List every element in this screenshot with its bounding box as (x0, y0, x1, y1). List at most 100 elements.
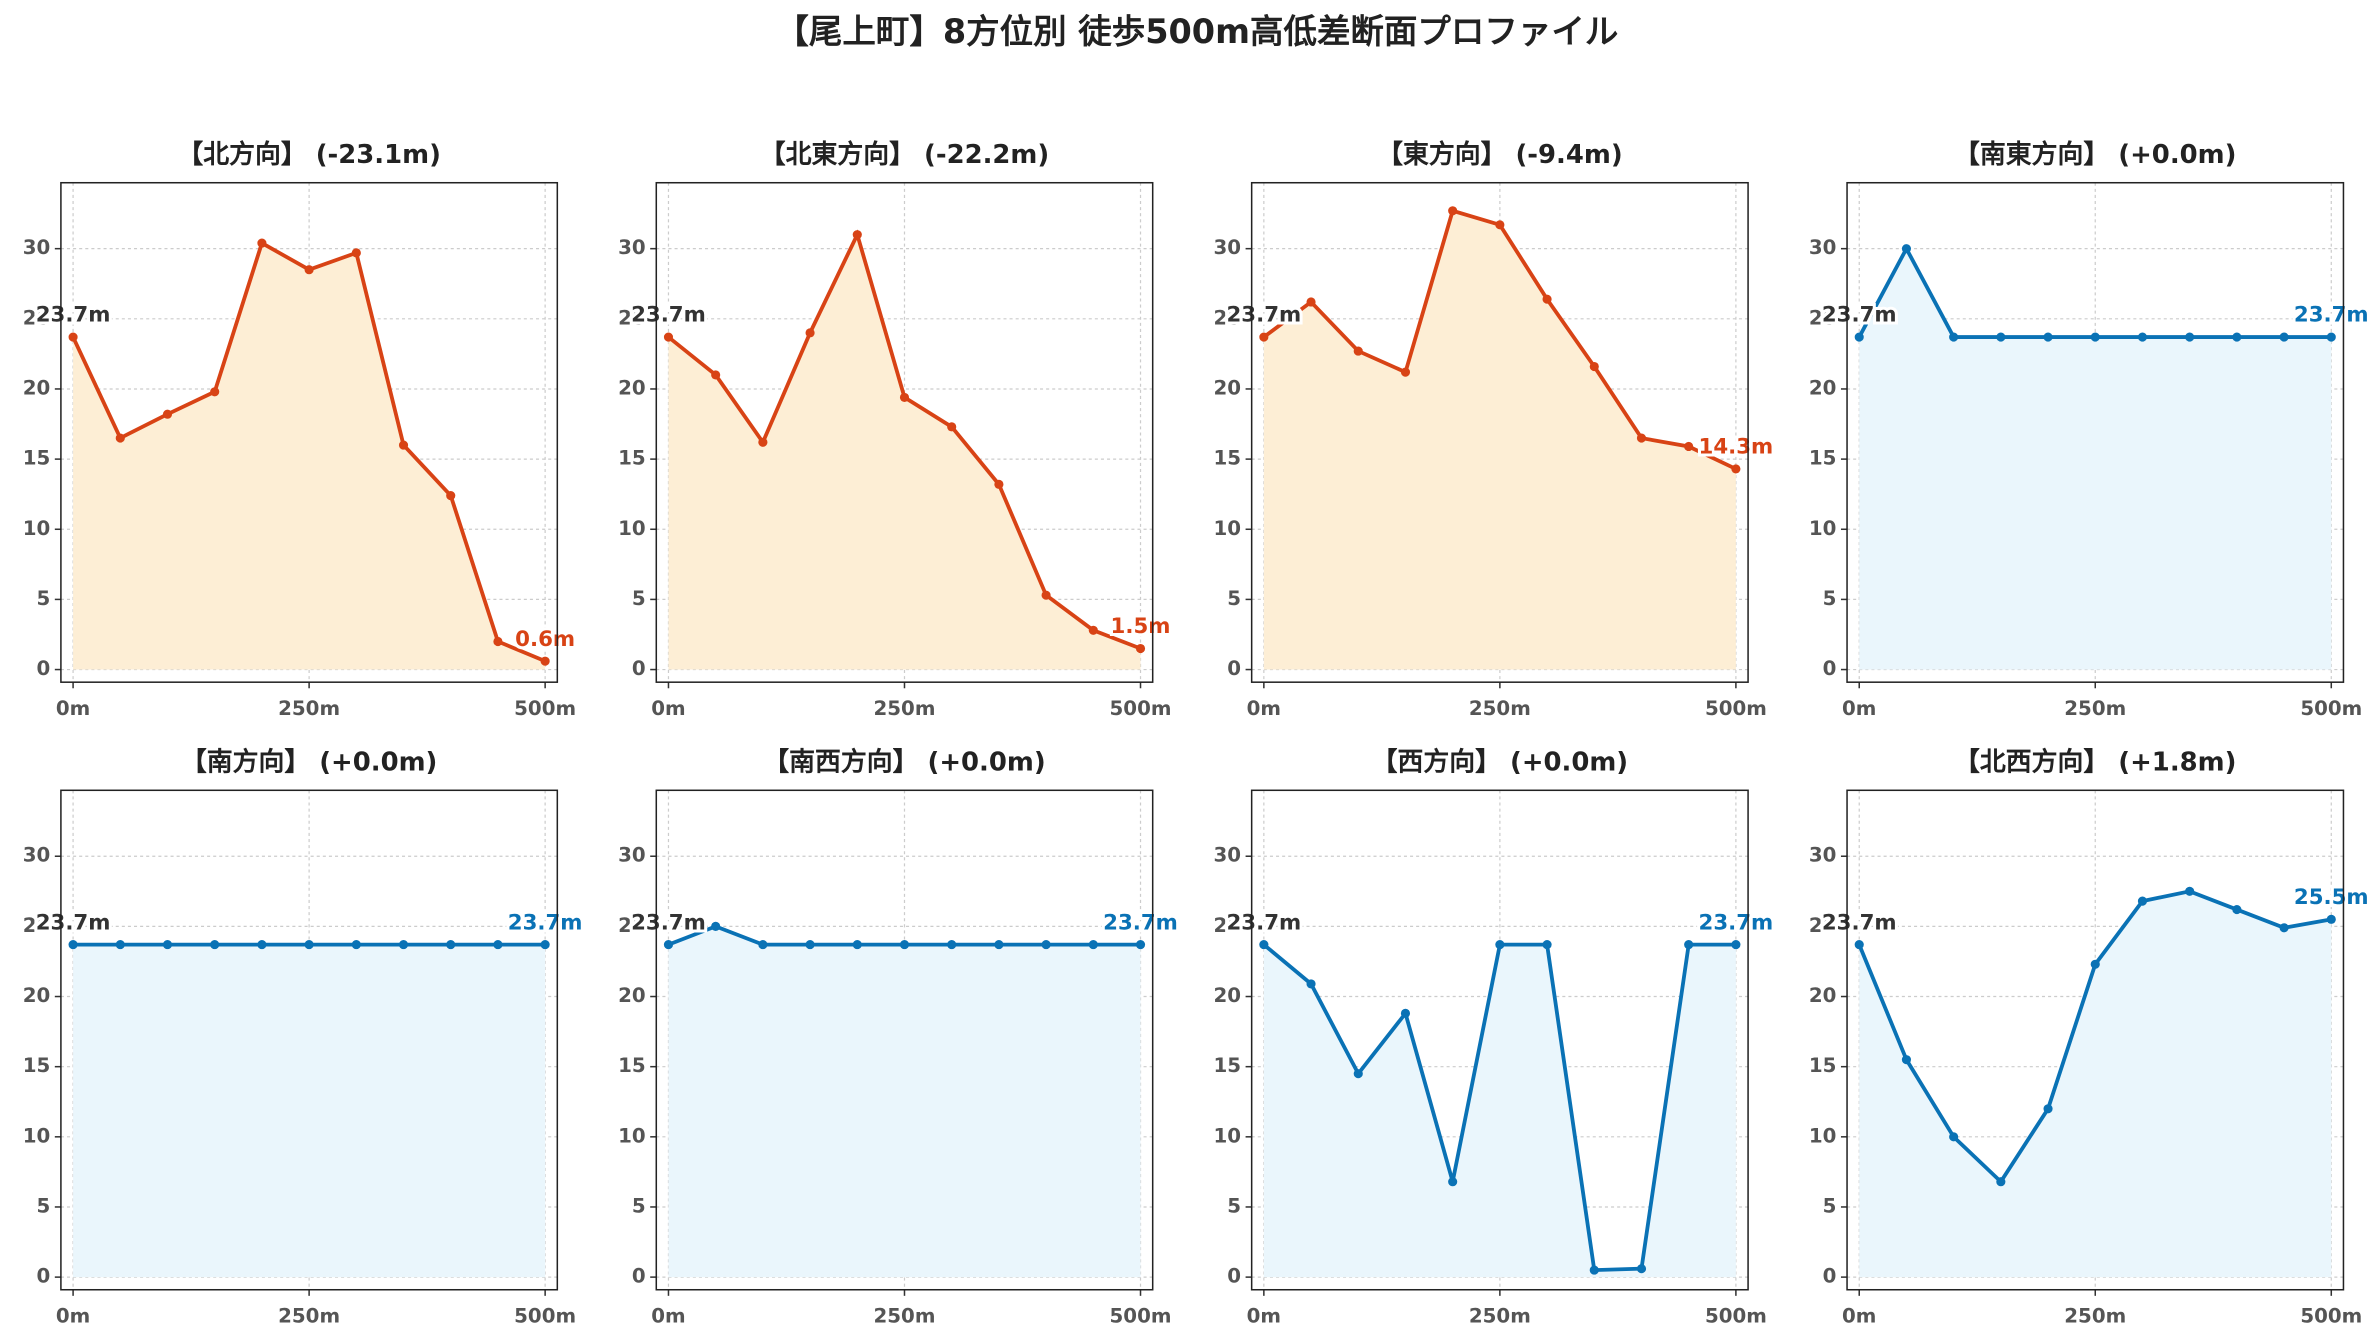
y-tick-label: 5 (1823, 1194, 1837, 1217)
point (398, 440, 409, 450)
y-tick-label: 5 (1227, 1194, 1241, 1217)
y-tick-label: 0 (632, 657, 646, 680)
point (210, 940, 220, 950)
y-tick-label: 0 (1227, 1265, 1241, 1288)
x-tick-label: 250m (1469, 1305, 1531, 1328)
point (2279, 923, 2289, 933)
point (711, 921, 721, 931)
point (1041, 590, 1051, 600)
point (1353, 1069, 1363, 1079)
plot-frame (60, 181, 559, 683)
point (493, 636, 503, 647)
y-tick-label: 0 (36, 657, 50, 680)
point (540, 656, 550, 666)
point (805, 328, 815, 338)
point (994, 940, 1004, 950)
point (351, 248, 361, 258)
y-tick-label: 0 (632, 1265, 646, 1288)
x-tick-label: 500m (2300, 697, 2362, 720)
y-tick-label: 0 (1823, 657, 1837, 680)
point (304, 940, 314, 950)
y-tick-label: 0 (1227, 657, 1241, 680)
area (1263, 944, 1736, 1278)
y-tick-label: 15 (23, 1054, 51, 1077)
y-tick-label: 5 (632, 1194, 646, 1217)
point (1135, 643, 1146, 654)
point (1636, 1264, 1647, 1274)
y-tick-label: 10 (1213, 1124, 1241, 1147)
point (540, 940, 550, 950)
value-label: 14.3m (1699, 435, 1774, 460)
panel-title: 【西方向】 (+0.0m) (1372, 746, 1629, 777)
point (805, 940, 815, 950)
y-tick-label: 30 (1809, 844, 1837, 867)
panel-title: 【南東方向】 (+0.0m) (1954, 139, 2236, 170)
x-tick-label: 0m (56, 1305, 90, 1328)
y-tick-label: 10 (23, 1124, 51, 1147)
point (162, 409, 173, 419)
x-tick-label: 500m (514, 1305, 576, 1328)
y-tick-label: 20 (618, 984, 646, 1007)
x-tick-label: 0m (1842, 1305, 1876, 1328)
y-tick-label: 5 (632, 587, 646, 610)
point (1306, 979, 1316, 989)
point (1949, 332, 1959, 342)
x-tick-label: 0m (56, 697, 90, 720)
y-tick-label: 20 (1213, 984, 1241, 1007)
point (1854, 940, 1864, 950)
x-tick-label: 250m (278, 697, 340, 720)
point (1353, 346, 1363, 356)
point (947, 940, 957, 950)
area (668, 234, 1141, 670)
plot-frame (1250, 181, 1749, 683)
y-tick-label: 30 (23, 844, 51, 867)
point (2043, 1104, 2053, 1114)
y-tick-label: 25 (618, 914, 646, 937)
y-tick-label: 5 (1823, 587, 1837, 610)
x-tick-label: 250m (1469, 697, 1531, 720)
y-tick-label: 30 (618, 844, 646, 867)
y-tick-label: 15 (1213, 1054, 1241, 1077)
y-tick-label: 0 (1823, 1265, 1837, 1288)
value-label: 23.7m (631, 303, 706, 328)
y-tick-label: 0 (36, 1265, 50, 1288)
panel-title: 【東方向】 (-9.4m) (1377, 139, 1623, 170)
y-tick-label: 20 (23, 984, 51, 1007)
point (1495, 220, 1505, 230)
x-tick-label: 500m (1705, 1305, 1767, 1328)
point (493, 940, 503, 950)
point (899, 940, 910, 950)
x-tick-label: 0m (1247, 697, 1281, 720)
value-label: 1.5m (1111, 614, 1171, 639)
point (1306, 297, 1316, 307)
point (852, 940, 862, 950)
point (2326, 914, 2336, 924)
x-tick-label: 0m (1247, 1305, 1281, 1328)
point (1448, 206, 1458, 216)
x-tick-label: 500m (514, 697, 576, 720)
point (1088, 940, 1098, 950)
point (2232, 904, 2242, 915)
y-tick-label: 25 (1809, 914, 1837, 937)
area (73, 944, 546, 1278)
point (68, 940, 78, 950)
point (994, 479, 1004, 489)
value-label: 23.7m (1226, 910, 1301, 935)
area (73, 243, 546, 670)
plot-frame (1250, 789, 1749, 1291)
point (1949, 1132, 1959, 1142)
point (2090, 959, 2100, 969)
y-tick-label: 25 (23, 306, 51, 329)
point (1636, 433, 1647, 443)
y-tick-label: 10 (1213, 517, 1241, 540)
point (1996, 1177, 2006, 1187)
point (663, 940, 674, 950)
panel-title: 【北東方向】 (-22.2m) (760, 139, 1049, 170)
point (2185, 332, 2195, 342)
y-tick-label: 15 (618, 447, 646, 470)
y-tick-label: 20 (1213, 376, 1241, 399)
point (1901, 244, 1912, 254)
plot-frame (1846, 181, 2345, 683)
panel-title: 【南方向】 (+0.0m) (181, 746, 438, 777)
y-tick-label: 25 (1213, 306, 1241, 329)
